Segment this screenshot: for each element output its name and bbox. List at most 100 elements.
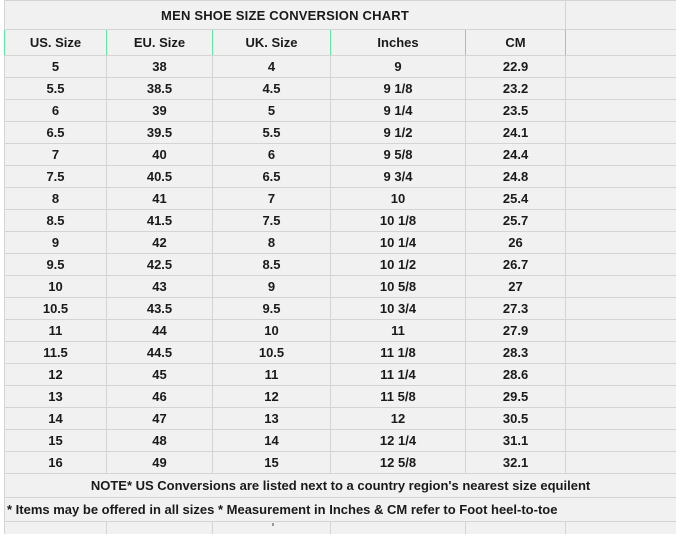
partial-cell-3 (212, 521, 331, 534)
trailing-partial-row (4, 521, 676, 534)
note-row-1: NOTE* US Conversions are listed next to … (3, 473, 676, 498)
row-spacer (565, 253, 676, 276)
table-row: 10 43 9 10 5/8 27 (4, 275, 676, 298)
cell-inches: 10 5/8 (330, 275, 466, 298)
cell-eu-size: 47 (106, 407, 213, 430)
cell-cm: 25.4 (464, 187, 567, 210)
cell-us-size: 14 (4, 407, 107, 430)
cell-eu-size: 49 (106, 451, 213, 474)
cell-eu-size: 40.5 (106, 165, 213, 188)
size-conversion-table: MEN SHOE SIZE CONVERSION CHART US. Size … (3, 0, 676, 534)
cell-cm: 30.5 (464, 407, 567, 430)
partial-cell-4 (330, 521, 466, 534)
cell-eu-size: 41 (106, 187, 213, 210)
cell-eu-size: 42.5 (106, 253, 213, 276)
row-spacer (565, 165, 676, 188)
cell-eu-size: 44.5 (106, 341, 213, 364)
table-row: 6 39 5 9 1/4 23.5 (4, 99, 676, 122)
cell-inches: 10 (330, 187, 466, 210)
column-header-eu-size: EU. Size (106, 29, 213, 56)
row-spacer (565, 231, 676, 254)
cell-us-size: 6 (4, 99, 107, 122)
cell-inches: 10 1/2 (330, 253, 466, 276)
cell-uk-size: 13 (212, 407, 331, 430)
cell-cm: 23.5 (464, 99, 567, 122)
table-row: 5 38 4 9 22.9 (4, 55, 676, 78)
cell-inches: 11 1/8 (330, 341, 466, 364)
row-spacer (565, 297, 676, 320)
table-row: 7 40 6 9 5/8 24.4 (4, 143, 676, 166)
cell-us-size: 6.5 (4, 121, 107, 144)
cell-us-size: 15 (4, 429, 107, 452)
cell-uk-size: 9.5 (212, 297, 331, 320)
row-spacer (565, 429, 676, 452)
row-spacer (565, 275, 676, 298)
cell-uk-size: 8 (212, 231, 331, 254)
cell-uk-size: 6 (212, 143, 331, 166)
table-row: 10.5 43.5 9.5 10 3/4 27.3 (4, 297, 676, 320)
cell-inches: 10 3/4 (330, 297, 466, 320)
column-header-uk-size: UK. Size (212, 29, 331, 56)
cell-us-size: 8.5 (4, 209, 107, 232)
cell-cm: 32.1 (464, 451, 567, 474)
cell-inches: 12 1/4 (330, 429, 466, 452)
cell-uk-size: 11 (212, 363, 331, 386)
cell-us-size: 5.5 (4, 77, 107, 100)
table-row: 14 47 13 12 30.5 (4, 407, 676, 430)
cell-uk-size: 10 (212, 319, 331, 342)
partial-cell-2 (106, 521, 213, 534)
cell-cm: 26.7 (464, 253, 567, 276)
cell-us-size: 10 (4, 275, 107, 298)
cell-uk-size: 7.5 (212, 209, 331, 232)
row-spacer (565, 451, 676, 474)
cell-uk-size: 14 (212, 429, 331, 452)
cell-eu-size: 38 (106, 55, 213, 78)
table-row: 15 48 14 12 1/4 31.1 (4, 429, 676, 452)
cell-inches: 10 1/4 (330, 231, 466, 254)
row-spacer (565, 341, 676, 364)
cell-us-size: 7 (4, 143, 107, 166)
cell-us-size: 8 (4, 187, 107, 210)
cell-cm: 25.7 (464, 209, 567, 232)
cell-cm: 24.4 (464, 143, 567, 166)
cell-uk-size: 12 (212, 385, 331, 408)
cell-uk-size: 5 (212, 99, 331, 122)
table-row: 16 49 15 12 5/8 32.1 (4, 451, 676, 474)
cell-uk-size: 5.5 (212, 121, 331, 144)
row-spacer (565, 121, 676, 144)
cell-uk-size: 8.5 (212, 253, 331, 276)
row-spacer (565, 187, 676, 210)
table-row: 11.5 44.5 10.5 11 1/8 28.3 (4, 341, 676, 364)
cell-inches: 11 5/8 (330, 385, 466, 408)
note-text-conversions: NOTE* US Conversions are listed next to … (3, 473, 676, 498)
cell-inches: 9 (330, 55, 466, 78)
cell-eu-size: 48 (106, 429, 213, 452)
cell-uk-size: 10.5 (212, 341, 331, 364)
cell-uk-size: 7 (212, 187, 331, 210)
cell-cm: 29.5 (464, 385, 567, 408)
cell-uk-size: 9 (212, 275, 331, 298)
row-spacer (565, 319, 676, 342)
cell-us-size: 9 (4, 231, 107, 254)
cell-cm: 28.3 (464, 341, 567, 364)
title-row-spacer (565, 0, 676, 30)
cell-eu-size: 43 (106, 275, 213, 298)
table-row: 6.5 39.5 5.5 9 1/2 24.1 (4, 121, 676, 144)
cell-us-size: 10.5 (4, 297, 107, 320)
cell-eu-size: 42 (106, 231, 213, 254)
cell-us-size: 16 (4, 451, 107, 474)
cell-eu-size: 40 (106, 143, 213, 166)
partial-cell-6 (565, 521, 676, 534)
cell-inches: 12 (330, 407, 466, 430)
cell-eu-size: 41.5 (106, 209, 213, 232)
note-row-2: * Items may be offered in all sizes * Me… (3, 497, 676, 522)
note-text-measurement: * Items may be offered in all sizes * Me… (3, 497, 676, 522)
cell-cm: 22.9 (464, 55, 567, 78)
cell-eu-size: 44 (106, 319, 213, 342)
column-header-us-size: US. Size (4, 29, 107, 56)
cell-eu-size: 45 (106, 363, 213, 386)
cell-uk-size: 4 (212, 55, 331, 78)
row-spacer (565, 143, 676, 166)
cell-inches: 10 1/8 (330, 209, 466, 232)
